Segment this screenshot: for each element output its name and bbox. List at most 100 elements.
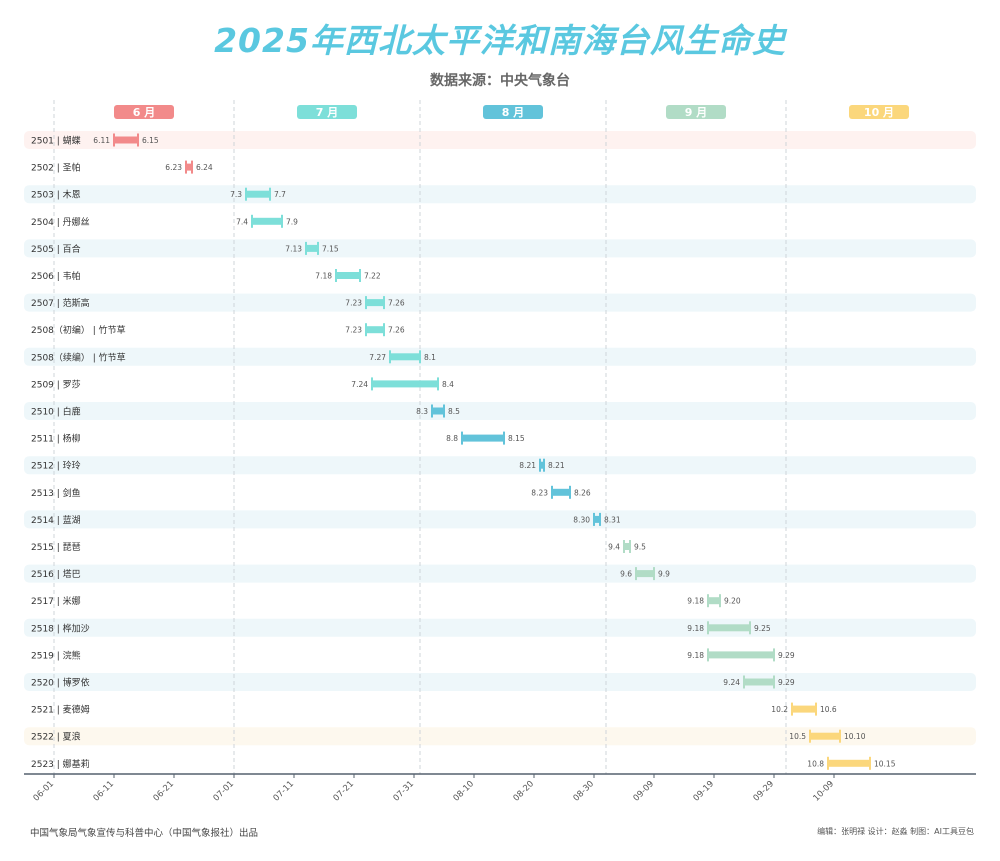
row-band <box>24 293 976 312</box>
row-band <box>24 185 976 204</box>
duration-bar <box>246 190 270 198</box>
end-date-label: 8.4 <box>442 380 454 389</box>
typhoon-name: 2513 | 剑鱼 <box>31 487 81 499</box>
bar-end-cap <box>719 594 721 608</box>
end-date-label: 10.6 <box>820 705 837 714</box>
duration-bar <box>540 461 544 469</box>
typhoon-name: 2517 | 米娜 <box>31 595 81 607</box>
start-date-label: 10.5 <box>789 732 806 741</box>
x-tick-label: 06-01 <box>32 779 57 804</box>
bar-end-cap <box>383 323 385 337</box>
bar-end-cap <box>815 702 817 716</box>
duration-bar <box>366 299 384 307</box>
bar-start-cap <box>245 187 247 201</box>
page-title: 2025年西北太平洋和南海台风生命史 <box>214 21 786 60</box>
start-date-label: 8.30 <box>573 515 590 524</box>
month-label: 8 月 <box>502 106 524 119</box>
bar-start-cap <box>185 160 187 174</box>
row-band <box>24 673 976 691</box>
end-date-label: 6.24 <box>196 163 213 172</box>
start-date-label: 9.4 <box>608 543 620 552</box>
start-date-label: 7.23 <box>345 326 362 335</box>
publisher-credit: 中国气象局气象宣传与科普中心（中国气象报社）出品 <box>30 828 259 839</box>
duration-bar <box>792 705 816 713</box>
duration-bar <box>708 651 774 659</box>
duration-bar <box>708 597 720 605</box>
bar-start-cap <box>431 404 433 418</box>
start-date-label: 7.27 <box>369 353 386 362</box>
start-date-label: 9.6 <box>620 570 632 579</box>
bar-start-cap <box>707 594 709 608</box>
bar-end-cap <box>629 540 631 553</box>
typhoon-name: 2520 | 博罗依 <box>31 677 90 689</box>
start-date-label: 7.24 <box>351 380 368 389</box>
bar-start-cap <box>635 567 637 581</box>
month-pill <box>666 105 726 119</box>
duration-bar <box>462 434 504 442</box>
bar-start-cap <box>707 621 709 635</box>
bar-start-cap <box>305 241 307 255</box>
typhoon-name: 2519 | 浣熊 <box>31 649 81 661</box>
bar-end-cap <box>653 567 655 581</box>
end-date-label: 8.1 <box>424 353 436 362</box>
row-band <box>24 618 976 637</box>
x-tick-label: 10-09 <box>812 779 837 804</box>
end-date-label: 9.20 <box>724 597 741 606</box>
start-date-label: 7.13 <box>285 244 302 253</box>
row-band <box>24 347 976 366</box>
typhoon-name: 2509 | 罗莎 <box>31 378 81 390</box>
bar-end-cap <box>749 621 751 635</box>
data-source: 数据来源：中央气象台 <box>430 73 570 89</box>
bar-end-cap <box>281 214 283 228</box>
end-date-label: 8.26 <box>574 488 591 497</box>
duration-bar <box>744 678 774 686</box>
typhoon-name: 2503 | 木恩 <box>31 189 81 201</box>
end-date-label: 8.31 <box>604 515 621 524</box>
bar-start-cap <box>113 133 115 147</box>
bar-start-cap <box>365 323 367 337</box>
bar-end-cap <box>599 512 601 526</box>
end-date-label: 6.15 <box>142 136 159 145</box>
month-pill <box>483 105 543 119</box>
typhoon-name: 2516 | 塔巴 <box>31 568 81 580</box>
x-tick-label: 06-21 <box>152 779 177 804</box>
bar-end-cap <box>437 377 439 391</box>
typhoon-name: 2512 | 玲玲 <box>31 460 81 472</box>
duration-bar <box>252 217 282 225</box>
end-date-label: 9.25 <box>754 624 771 633</box>
bar-end-cap <box>191 160 193 174</box>
typhoon-name: 2508（初编） | 竹节草 <box>31 324 126 336</box>
x-tick-label: 08-30 <box>572 779 597 804</box>
bar-end-cap <box>503 431 505 445</box>
duration-bar <box>306 244 318 252</box>
bar-end-cap <box>269 187 271 201</box>
bar-end-cap <box>869 756 871 770</box>
bar-start-cap <box>389 350 391 364</box>
row-band <box>24 239 976 258</box>
bar-start-cap <box>593 512 595 526</box>
typhoon-name: 2508（续编） | 竹节草 <box>31 351 126 363</box>
row-band <box>24 727 976 746</box>
typhoon-name: 2511 | 杨柳 <box>31 433 81 445</box>
start-date-label: 8.21 <box>519 461 536 470</box>
duration-bar <box>366 326 384 334</box>
row-band <box>24 131 976 149</box>
bar-start-cap <box>335 269 337 282</box>
duration-bar <box>552 488 570 496</box>
start-date-label: 10.8 <box>807 759 824 768</box>
typhoon-name: 2502 | 圣帕 <box>31 162 81 174</box>
bar-end-cap <box>443 404 445 418</box>
month-pill <box>849 105 909 119</box>
month-label: 9 月 <box>685 106 707 119</box>
bar-start-cap <box>365 296 367 310</box>
month-label: 6 月 <box>133 106 155 119</box>
start-date-label: 8.23 <box>531 488 548 497</box>
bar-end-cap <box>419 350 421 364</box>
typhoon-name: 2522 | 夏浪 <box>31 731 81 743</box>
bar-start-cap <box>551 485 553 499</box>
typhoon-name: 2521 | 麦德姆 <box>31 704 90 716</box>
bar-start-cap <box>371 377 373 391</box>
bar-end-cap <box>359 269 361 282</box>
end-date-label: 7.15 <box>322 244 339 253</box>
